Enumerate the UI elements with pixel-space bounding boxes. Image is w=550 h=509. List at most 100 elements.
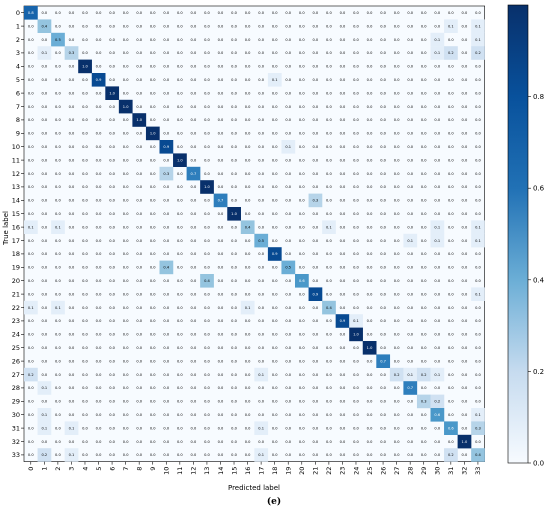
cell-value-label: 0.0 bbox=[421, 225, 427, 229]
cell-value-label: 0.0 bbox=[109, 400, 115, 404]
cell-value-label: 0.0 bbox=[55, 440, 61, 444]
cell-value-label: 0.0 bbox=[462, 132, 468, 136]
cell-value-label: 0.0 bbox=[380, 413, 386, 417]
heatmap-cell bbox=[471, 32, 485, 47]
y-tick-label: 3 bbox=[16, 49, 20, 57]
cell-value-label: 0.0 bbox=[421, 199, 427, 203]
cell-value-label: 0.0 bbox=[326, 440, 332, 444]
cell-value-label: 0.0 bbox=[204, 91, 210, 95]
cell-value-label: 0.0 bbox=[177, 266, 183, 270]
cell-value-label: 0.0 bbox=[353, 426, 359, 430]
cell-value-label: 0.0 bbox=[340, 346, 346, 350]
cell-value-label: 0.0 bbox=[421, 91, 427, 95]
cell-value-label: 0.0 bbox=[299, 78, 305, 82]
cell-value-label: 0.0 bbox=[475, 132, 481, 136]
heatmap-cell bbox=[430, 46, 445, 60]
cell-value-label: 0.0 bbox=[258, 51, 264, 55]
cell-value-label: 0.0 bbox=[191, 38, 197, 42]
heatmap-cell bbox=[471, 448, 485, 462]
cell-value-label: 0.0 bbox=[218, 172, 224, 176]
cell-value-label: 0.0 bbox=[204, 239, 210, 243]
cell-value-label: 0.0 bbox=[312, 453, 318, 457]
heatmap-cell bbox=[295, 274, 309, 288]
cell-value-label: 0.0 bbox=[340, 212, 346, 216]
x-tick-label: 15 bbox=[230, 467, 238, 475]
cell-value-label: 0.0 bbox=[245, 172, 251, 176]
cell-value-label: 0.0 bbox=[218, 386, 224, 390]
colorbar-tick-label: 0.6 bbox=[533, 185, 545, 193]
y-tick-label: 24 bbox=[12, 331, 20, 339]
cell-value-label: 0.0 bbox=[299, 440, 305, 444]
cell-value-label: 0.0 bbox=[28, 400, 34, 404]
cell-value-label: 0.7 bbox=[191, 172, 197, 176]
cell-value-label: 0.0 bbox=[245, 279, 251, 283]
x-tick-label: 2 bbox=[54, 467, 62, 471]
cell-value-label: 0.0 bbox=[231, 158, 237, 162]
y-tick-label: 4 bbox=[16, 63, 20, 71]
heatmap-cell bbox=[240, 220, 255, 234]
cell-value-label: 0.0 bbox=[28, 158, 34, 162]
cell-value-label: 0.0 bbox=[367, 292, 373, 296]
cell-value-label: 0.0 bbox=[150, 91, 156, 95]
cell-value-label: 0.0 bbox=[326, 51, 332, 55]
cell-value-label: 0.0 bbox=[353, 132, 359, 136]
cell-value-label: 0.0 bbox=[299, 11, 305, 15]
cell-value-label: 0.0 bbox=[462, 11, 468, 15]
heatmap-cell bbox=[471, 408, 485, 422]
cell-value-label: 0.0 bbox=[367, 38, 373, 42]
cell-value-label: 0.0 bbox=[123, 346, 129, 350]
cell-value-label: 0.0 bbox=[82, 105, 88, 109]
cell-value-label: 0.0 bbox=[448, 38, 454, 42]
cell-value-label: 1.0 bbox=[353, 333, 359, 337]
cell-value-label: 0.0 bbox=[367, 24, 373, 28]
cell-value-label: 0.0 bbox=[204, 145, 210, 149]
cell-value-label: 0.0 bbox=[69, 292, 75, 296]
cell-value-label: 0.2 bbox=[448, 453, 454, 457]
cell-value-label: 0.0 bbox=[272, 400, 278, 404]
x-tick-label: 6 bbox=[108, 467, 116, 471]
cell-value-label: 0.0 bbox=[380, 266, 386, 270]
heatmap-cell bbox=[37, 381, 52, 395]
cell-value-label: 0.0 bbox=[82, 24, 88, 28]
cell-value-label: 0.0 bbox=[434, 145, 440, 149]
cell-value-label: 0.0 bbox=[218, 279, 224, 283]
cell-value-label: 1.0 bbox=[136, 118, 142, 122]
cell-value-label: 0.0 bbox=[82, 199, 88, 203]
cell-value-label: 0.0 bbox=[28, 453, 34, 457]
cell-value-label: 0.0 bbox=[231, 252, 237, 256]
cell-value-label: 0.0 bbox=[96, 266, 102, 270]
cell-value-label: 0.0 bbox=[353, 252, 359, 256]
cell-value-label: 0.0 bbox=[462, 118, 468, 122]
cell-value-label: 0.0 bbox=[55, 319, 61, 323]
cell-value-label: 0.0 bbox=[82, 239, 88, 243]
cell-value-label: 0.0 bbox=[340, 239, 346, 243]
cell-value-label: 0.0 bbox=[204, 292, 210, 296]
cell-value-label: 0.0 bbox=[109, 65, 115, 69]
heatmap-cell bbox=[430, 233, 445, 248]
cell-value-label: 0.0 bbox=[55, 132, 61, 136]
cell-value-label: 0.0 bbox=[285, 212, 291, 216]
cell-value-label: 0.0 bbox=[380, 400, 386, 404]
heatmap-cell bbox=[200, 180, 214, 194]
cell-value-label: 0.0 bbox=[407, 132, 413, 136]
cell-value-label: 0.0 bbox=[312, 185, 318, 189]
cell-value-label: 0.0 bbox=[299, 145, 305, 149]
cell-value-label: 0.0 bbox=[462, 91, 468, 95]
cell-value-label: 0.0 bbox=[218, 453, 224, 457]
cell-value-label: 0.0 bbox=[285, 252, 291, 256]
cell-value-label: 0.0 bbox=[204, 65, 210, 69]
cell-value-label: 0.0 bbox=[177, 132, 183, 136]
cell-value-label: 0.0 bbox=[96, 118, 102, 122]
cell-value-label: 0.0 bbox=[299, 132, 305, 136]
cell-value-label: 0.0 bbox=[448, 252, 454, 256]
cell-value-label: 0.0 bbox=[285, 185, 291, 189]
cell-value-label: 1.0 bbox=[367, 346, 373, 350]
cell-value-label: 0.0 bbox=[191, 333, 197, 337]
cell-value-label: 0.0 bbox=[285, 118, 291, 122]
heatmap-cell bbox=[64, 448, 79, 462]
cell-value-label: 0.0 bbox=[367, 373, 373, 377]
cell-value-label: 0.0 bbox=[136, 373, 142, 377]
cell-value-label: 0.0 bbox=[448, 319, 454, 323]
cell-value-label: 0.0 bbox=[272, 413, 278, 417]
x-tick-label: 5 bbox=[95, 467, 103, 471]
